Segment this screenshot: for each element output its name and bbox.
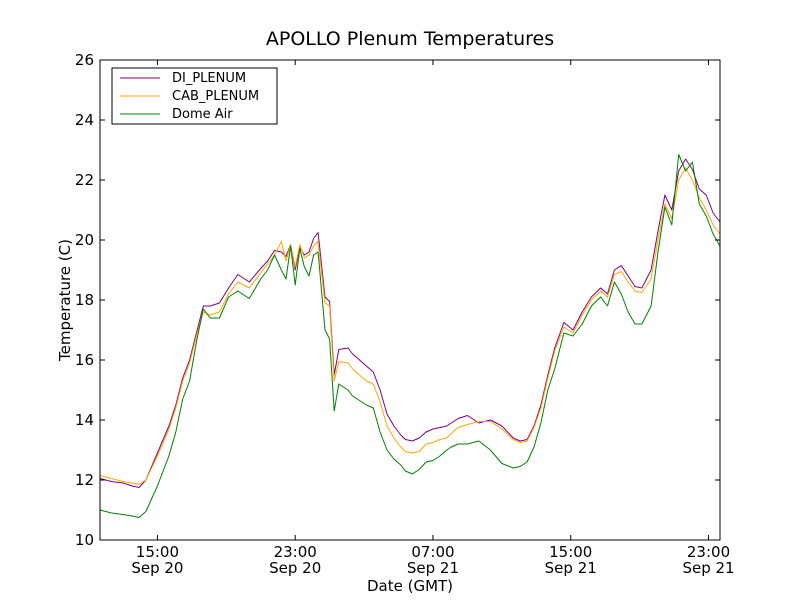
y-tick-label: 12 bbox=[75, 471, 94, 489]
y-axis-ticks: 10 12 14 16 18 20 22 24 26 bbox=[75, 51, 720, 549]
y-tick-label: 18 bbox=[75, 291, 94, 309]
x-tick-label-date: Sep 20 bbox=[131, 559, 183, 577]
series-line-di-plenum bbox=[99, 158, 721, 488]
x-tick-label-date: Sep 21 bbox=[682, 559, 734, 577]
x-axis-title: Date (GMT) bbox=[367, 577, 453, 595]
x-tick-label-time: 15:00 bbox=[549, 543, 592, 561]
y-tick-label: 26 bbox=[75, 51, 94, 69]
x-tick-label-date: Sep 21 bbox=[407, 559, 459, 577]
y-tick-label: 22 bbox=[75, 171, 94, 189]
y-tick-label: 20 bbox=[75, 231, 94, 249]
x-tick-label-date: Sep 20 bbox=[269, 559, 321, 577]
x-tick-label-time: 23:00 bbox=[687, 543, 730, 561]
plot-frame bbox=[99, 59, 721, 541]
series-line-dome-air bbox=[99, 154, 721, 518]
y-tick-label: 24 bbox=[75, 111, 94, 129]
legend-label-cab-plenum: CAB_PLENUM bbox=[172, 89, 259, 104]
x-tick-label-time: 07:00 bbox=[411, 543, 454, 561]
x-tick-label-time: 15:00 bbox=[136, 543, 179, 561]
legend-label-dome-air: Dome Air bbox=[172, 107, 233, 122]
series-line-cab-plenum bbox=[99, 167, 721, 485]
x-tick-label-time: 23:00 bbox=[274, 543, 317, 561]
y-tick-label: 14 bbox=[75, 411, 94, 429]
legend-label-di-plenum: DI_PLENUM bbox=[172, 71, 246, 86]
legend: DI_PLENUM CAB_PLENUM Dome Air bbox=[111, 67, 278, 125]
x-tick-label-date: Sep 21 bbox=[545, 559, 597, 577]
y-tick-label: 10 bbox=[75, 531, 94, 549]
chart-title: APOLLO Plenum Temperatures bbox=[266, 28, 554, 50]
series-layer bbox=[99, 154, 721, 518]
y-axis-title: Temperature (C) bbox=[56, 239, 74, 362]
y-tick-label: 16 bbox=[75, 351, 94, 369]
